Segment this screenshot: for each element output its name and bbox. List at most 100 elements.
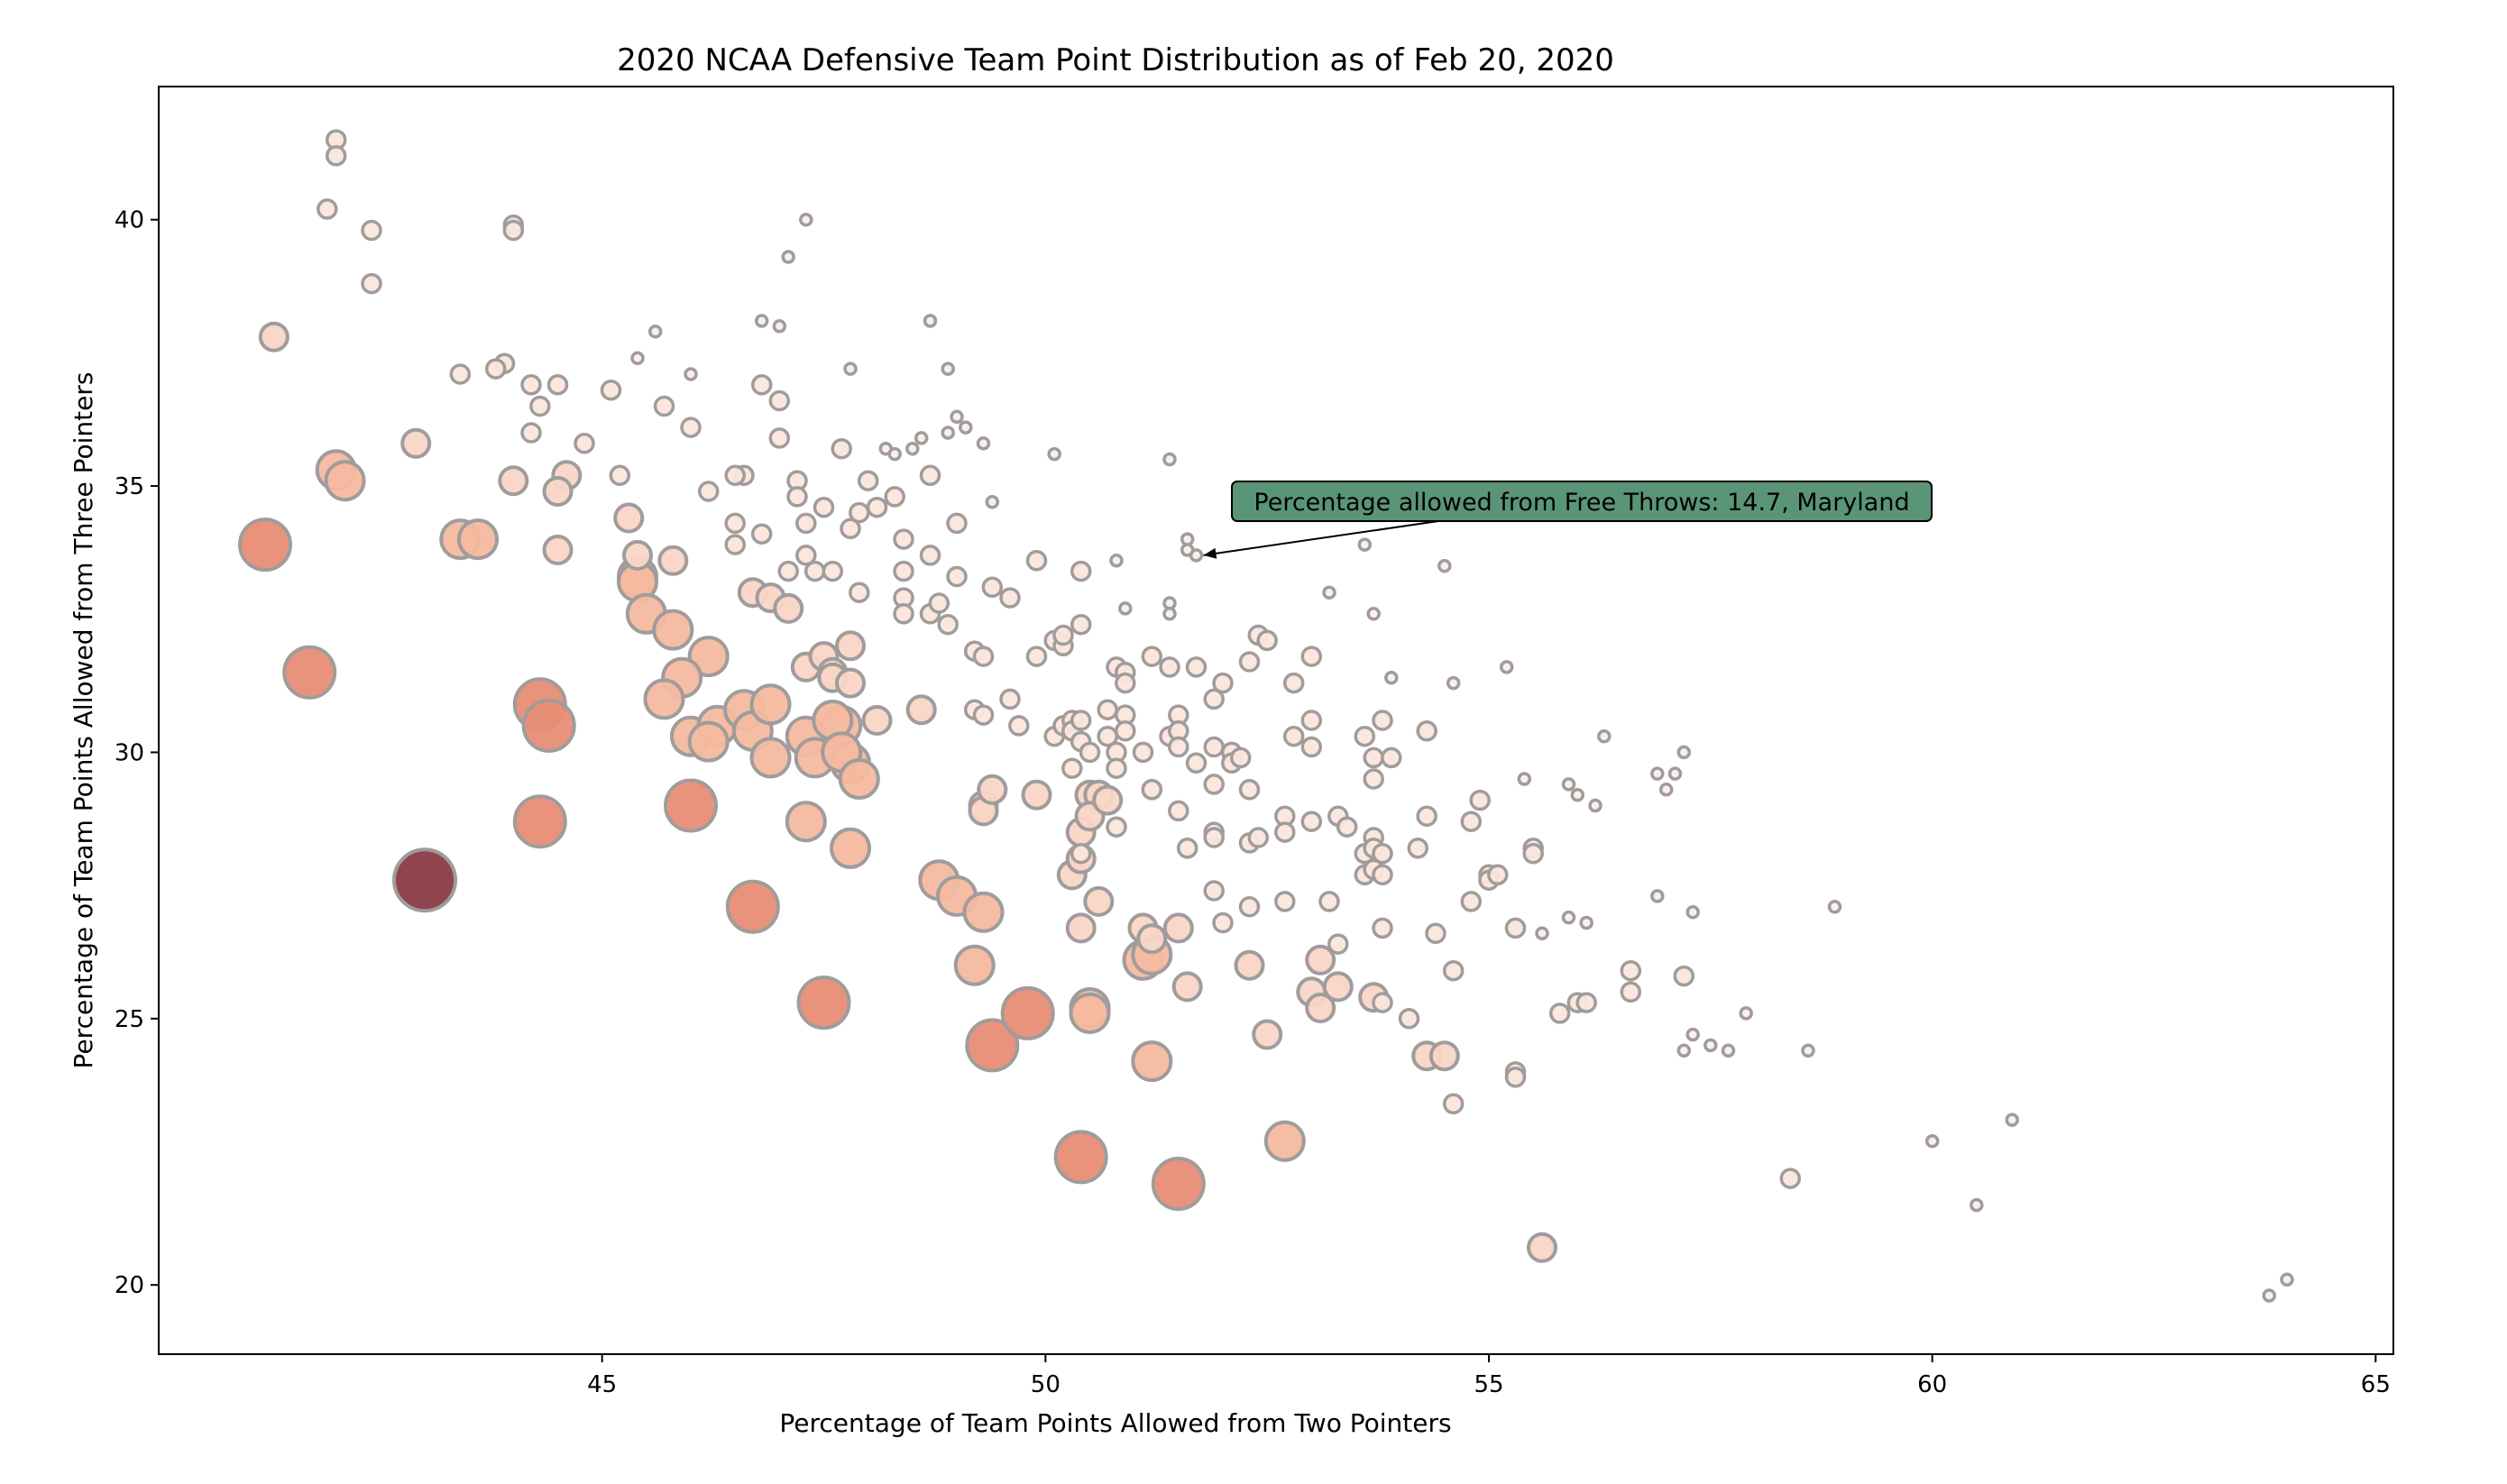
data-point (777, 560, 799, 582)
data-point (1658, 783, 1674, 797)
data-point (1522, 842, 1544, 865)
data-points (238, 129, 2294, 1303)
data-point (1115, 672, 1136, 694)
data-point (840, 518, 861, 540)
data-point (849, 582, 870, 603)
data-point (1322, 585, 1336, 600)
data-point (529, 395, 551, 417)
data-point (1685, 1027, 1700, 1042)
data-point (1721, 1043, 1736, 1058)
data-point (725, 879, 780, 934)
data-point (1185, 752, 1208, 774)
data-point (887, 446, 902, 462)
data-point (1083, 885, 1115, 917)
data-point (950, 409, 964, 425)
data-point (1305, 993, 1336, 1023)
data-point (1203, 736, 1225, 758)
data-point (1970, 1197, 1984, 1213)
data-point (1384, 670, 1399, 685)
data-point (574, 433, 595, 454)
data-point (919, 545, 941, 566)
data-point (1212, 911, 1234, 934)
data-point (1274, 891, 1296, 912)
data-point (813, 496, 835, 518)
data-point (317, 198, 338, 220)
data-point (1000, 985, 1055, 1040)
data-point (520, 422, 542, 444)
data-point (831, 437, 852, 460)
data-point (687, 720, 730, 763)
data-point (1025, 646, 1048, 667)
x-tick-label: 55 (1474, 1371, 1503, 1398)
data-point (1256, 629, 1278, 652)
data-point (324, 460, 366, 502)
y-axis-ticks: 20 25 30 35 40 (115, 207, 159, 1299)
data-point (754, 314, 769, 328)
data-point (1180, 543, 1195, 557)
data-point (781, 250, 795, 264)
data-point (687, 636, 730, 678)
plot-frame (158, 86, 2394, 1355)
data-point (857, 470, 879, 491)
data-point (1620, 981, 1642, 1003)
data-point (1065, 912, 1097, 944)
data-point (643, 678, 685, 720)
data-point (749, 683, 792, 726)
data-point (1025, 550, 1048, 572)
data-point (786, 486, 808, 508)
data-point (959, 420, 973, 435)
data-point (1372, 710, 1393, 731)
data-point (1499, 660, 1514, 674)
data-point (1570, 787, 1585, 802)
data-point (1676, 745, 1692, 760)
x-tick-label: 50 (1031, 1371, 1061, 1398)
data-point (861, 705, 893, 736)
data-point (822, 560, 844, 582)
data-point (653, 395, 675, 417)
data-point (795, 545, 817, 566)
data-point (804, 560, 826, 582)
data-point (449, 363, 472, 385)
data-point (1739, 1006, 1753, 1021)
data-point (937, 613, 959, 636)
data-point (1238, 896, 1261, 918)
data-point (724, 512, 746, 535)
data-point (1561, 910, 1576, 925)
data-point (1168, 736, 1189, 758)
data-point (238, 518, 292, 573)
data-point (928, 592, 950, 614)
data-point (914, 431, 929, 445)
data-point (609, 464, 631, 487)
data-point (1372, 917, 1393, 939)
data-point (1667, 766, 1683, 781)
data-point (1070, 613, 1092, 636)
data-point (1561, 777, 1576, 792)
data-point (613, 502, 645, 534)
data-point (1676, 1043, 1692, 1058)
data-point (1535, 926, 1549, 941)
data-point (750, 374, 773, 396)
data-point (1252, 1019, 1283, 1050)
data-point (1203, 827, 1225, 848)
data-point (1132, 741, 1154, 764)
data-point (1097, 699, 1118, 720)
annotation-text: Percentage allowed from Free Throws: 14.… (1254, 489, 1909, 517)
data-point (664, 778, 718, 833)
data-point (1300, 811, 1323, 832)
data-point (521, 698, 576, 753)
data-point (1106, 816, 1127, 838)
data-point (905, 694, 937, 726)
data-point (512, 794, 567, 849)
data-point (772, 319, 787, 334)
data-point (1070, 842, 1092, 865)
data-point (830, 827, 871, 869)
data-point (1428, 1040, 1460, 1072)
data-point (1504, 917, 1527, 939)
data-point (1021, 779, 1052, 811)
data-point (1305, 944, 1336, 976)
data-point (1517, 772, 1532, 786)
data-point (1407, 838, 1429, 859)
data-point (965, 1018, 1020, 1073)
data-point (392, 847, 457, 913)
